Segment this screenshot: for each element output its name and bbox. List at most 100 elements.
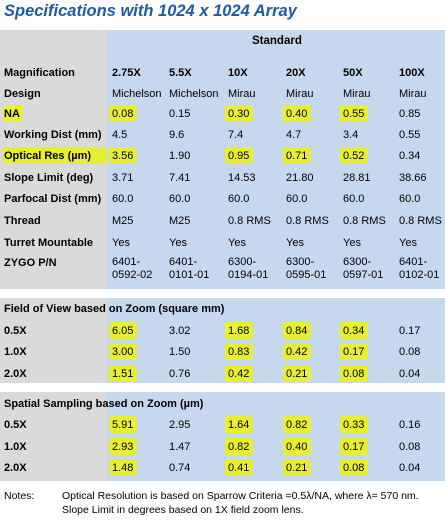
value-highlight (109, 459, 137, 476)
table-cell: 0.17 (343, 346, 365, 358)
value-highlight (225, 343, 253, 360)
table-cell: 0.8 RMS (228, 215, 271, 227)
table-cell: 14.53 (228, 172, 256, 184)
value-highlight (340, 147, 368, 164)
value-highlight (340, 438, 368, 455)
value-highlight (225, 416, 253, 433)
table-cell: 0.17 (343, 441, 365, 453)
row-label: 2.0X (4, 368, 27, 380)
table-cell: 9.6 (169, 129, 185, 141)
table-cell: 0.8 RMS (343, 215, 386, 227)
table-cell: Yes (228, 237, 246, 249)
table-cell: Yes (343, 237, 361, 249)
table-cell: Mirau (399, 88, 427, 100)
table-cell: 0.34 (399, 150, 421, 162)
table-cell: 0.08 (399, 346, 421, 358)
value-highlight (109, 147, 137, 164)
table-cell: 0.83 (228, 346, 250, 358)
table-cell: 0.71 (286, 150, 308, 162)
table-cell: 0.55 (343, 108, 365, 120)
table-cell: 1.51 (112, 368, 134, 380)
table-cell: 5.91 (112, 419, 134, 431)
table-cell: 0.42 (228, 368, 250, 380)
part-number: 6401-0101-01 (169, 256, 210, 281)
table-cell: 0.15 (169, 108, 191, 120)
table-cell: 60.0 (286, 193, 308, 205)
table-cell: 0.34 (343, 325, 365, 337)
table-cell: 28.81 (343, 172, 371, 184)
table-cell: 0.40 (286, 108, 308, 120)
table-cell: Mirau (343, 88, 371, 100)
table-cell: 0.8 RMS (286, 215, 329, 227)
row-label: 2.0X (4, 462, 27, 474)
part-number: 6300-0595-01 (286, 256, 327, 281)
table-cell: 38.66 (399, 172, 427, 184)
table-cell: 0.82 (228, 441, 250, 453)
table-cell: 0.55 (399, 129, 421, 141)
table-cell: Michelson (169, 88, 219, 100)
value-highlight (109, 365, 137, 382)
table-cell: Yes (399, 237, 417, 249)
table-cell: 1.50 (169, 346, 191, 358)
notes-line-1: Optical Resolution is based on Sparrow C… (62, 490, 419, 502)
table-cell: 0.21 (286, 368, 308, 380)
table-cell: 6.05 (112, 325, 134, 337)
row-label: Slope Limit (deg) (4, 172, 94, 184)
value-highlight (283, 322, 311, 339)
table-cell: 60.0 (228, 193, 250, 205)
table-cell: 50X (343, 67, 363, 79)
value-highlight (340, 322, 368, 339)
part-number: 6300-0194-01 (228, 256, 269, 281)
value-highlight (340, 105, 368, 122)
table-cell: 60.0 (169, 193, 191, 205)
row-label: ZYGO P/N (4, 257, 57, 269)
table-cell: 0.30 (228, 108, 250, 120)
table-cell: 7.41 (169, 172, 191, 184)
table-cell: M25 (169, 215, 191, 227)
table-cell: 2.95 (169, 419, 191, 431)
value-highlight (225, 365, 253, 382)
table-cell: 0.85 (399, 108, 421, 120)
table-cell: 1.47 (169, 441, 191, 453)
table-cell: 1.48 (112, 462, 134, 474)
value-highlight (283, 459, 311, 476)
value-highlight (340, 365, 368, 382)
table-cell: 2.75X (112, 67, 141, 79)
table-cell: 0.08 (343, 462, 365, 474)
value-highlight (225, 459, 253, 476)
row-label: 0.5X (4, 325, 27, 337)
table-cell: 3.02 (169, 325, 191, 337)
table-cell: 4.5 (112, 129, 128, 141)
value-highlight (225, 147, 253, 164)
table-cell: 3.00 (112, 346, 134, 358)
table-cell: Yes (169, 237, 187, 249)
part-number: 6401-0102-01 (399, 256, 440, 281)
table-cell: 0.04 (399, 462, 421, 474)
table-cell: 0.42 (286, 346, 308, 358)
value-highlight (225, 105, 253, 122)
table-cell: 21.80 (286, 172, 314, 184)
value-highlight (283, 147, 311, 164)
table-cell: 20X (286, 67, 306, 79)
value-highlight (340, 459, 368, 476)
value-highlight (340, 416, 368, 433)
value-highlight (109, 416, 137, 433)
table-cell: 0.21 (286, 462, 308, 474)
table-cell: 0.33 (343, 419, 365, 431)
row-label: 1.0X (4, 346, 27, 358)
value-highlight (340, 343, 368, 360)
table-cell: 1.64 (228, 419, 250, 431)
table-cell: 0.8 RMS (399, 215, 442, 227)
table-cell: 0.95 (228, 150, 250, 162)
table-cell: Mirau (286, 88, 314, 100)
row-label: Parfocal Dist (mm) (4, 193, 102, 205)
label-highlight (3, 147, 107, 164)
table-cell: 4.7 (286, 129, 302, 141)
table-cell: 0.08 (343, 368, 365, 380)
table-cell: 0.16 (399, 419, 421, 431)
table-cell: Mirau (228, 88, 256, 100)
row-label: 0.5X (4, 419, 27, 431)
section-title: Field of View based on Zoom (square mm) (4, 303, 225, 315)
table-cell: Michelson (112, 88, 162, 100)
row-label: Thread (4, 215, 41, 227)
